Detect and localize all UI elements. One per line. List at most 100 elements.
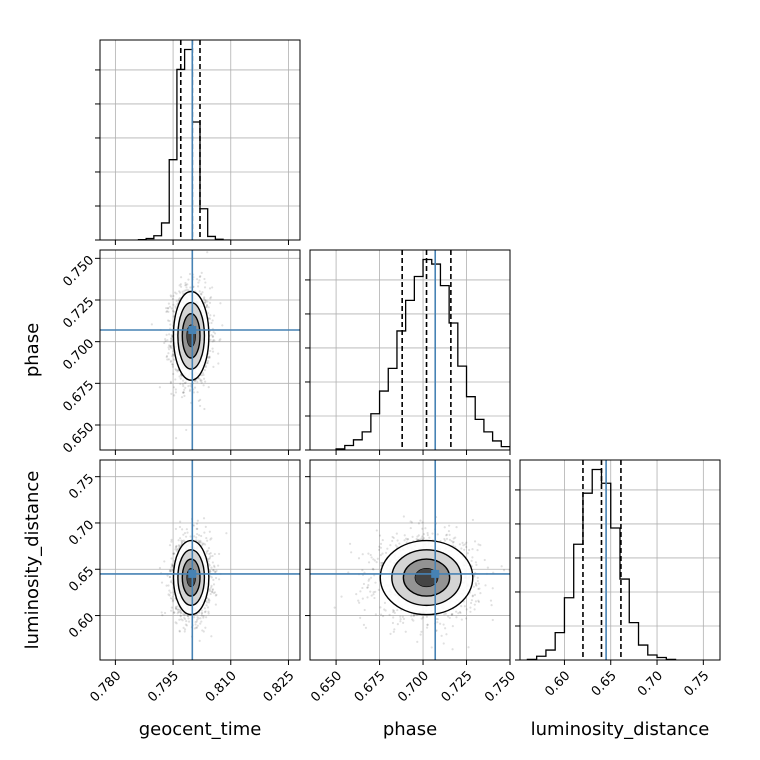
- sample-point: [207, 547, 211, 550]
- sample-point: [181, 528, 184, 531]
- sample-point: [383, 601, 387, 604]
- sample-point: [373, 559, 376, 562]
- sample-point: [167, 310, 170, 314]
- sample-point: [473, 608, 476, 611]
- sample-point: [369, 590, 372, 593]
- sample-point: [170, 346, 173, 350]
- sample-point: [200, 609, 203, 612]
- sample-point: [208, 317, 212, 320]
- sample-point: [169, 569, 173, 572]
- sample-point: [194, 623, 197, 626]
- sample-point: [179, 520, 182, 523]
- sample-point: [211, 340, 214, 343]
- sample-point: [209, 338, 212, 341]
- sample-point: [168, 569, 172, 572]
- sample-point: [417, 522, 421, 525]
- sample-point: [177, 608, 180, 611]
- sample-point: [174, 305, 177, 308]
- sample-point: [196, 616, 199, 619]
- sample-point: [399, 615, 402, 618]
- sample-point: [182, 612, 185, 616]
- sample-point: [183, 388, 186, 391]
- sample-point: [172, 611, 176, 614]
- sample-point: [167, 352, 170, 355]
- sample-point: [186, 288, 189, 291]
- sample-point: [178, 296, 181, 300]
- sample-point: [200, 271, 203, 274]
- sample-point: [208, 552, 211, 556]
- sample-point: [199, 398, 202, 401]
- sample-point: [166, 310, 169, 313]
- sample-point: [376, 557, 379, 560]
- sample-point: [443, 539, 447, 542]
- sample-point: [491, 587, 494, 590]
- sample-point: [176, 612, 179, 615]
- sample-point: [446, 615, 450, 618]
- sample-point: [435, 629, 438, 632]
- sample-point: [169, 591, 172, 594]
- sample-point: [377, 548, 381, 551]
- sample-point: [450, 613, 453, 616]
- sample-point: [411, 618, 414, 621]
- sample-point: [405, 537, 408, 540]
- sample-point: [207, 610, 210, 613]
- sample-point: [203, 299, 207, 302]
- sample-point: [185, 528, 188, 531]
- sample-point: [198, 275, 201, 279]
- sample-point: [452, 540, 455, 543]
- sample-point: [476, 576, 479, 579]
- sample-point: [182, 533, 185, 536]
- sample-point: [167, 358, 171, 361]
- sample-point: [187, 385, 190, 388]
- sample-point: [167, 593, 170, 596]
- sample-point: [167, 319, 170, 322]
- sample-point: [399, 617, 402, 621]
- sample-point: [173, 611, 176, 614]
- sample-point: [150, 323, 153, 326]
- sample-point: [171, 564, 174, 567]
- sample-point: [167, 584, 170, 587]
- sample-point: [180, 396, 184, 399]
- sample-point: [201, 542, 204, 546]
- sample-point: [175, 292, 178, 295]
- sample-point: [392, 608, 395, 612]
- sample-point: [203, 286, 207, 289]
- sample-point: [194, 380, 197, 383]
- sample-point: [206, 549, 209, 552]
- sample-point: [163, 611, 167, 615]
- sample-point: [202, 517, 206, 520]
- sample-point: [168, 576, 172, 579]
- sample-point: [211, 561, 214, 564]
- sample-point: [202, 630, 205, 633]
- sample-point: [168, 333, 171, 336]
- sample-point: [198, 279, 201, 282]
- sample-point: [176, 608, 179, 611]
- sample-point: [161, 614, 164, 617]
- sample-point: [207, 316, 210, 320]
- sample-point: [445, 537, 449, 540]
- sample-point: [173, 358, 176, 361]
- sample-point: [370, 594, 373, 597]
- sample-point: [462, 544, 465, 547]
- sample-point: [210, 334, 213, 337]
- sample-point: [177, 298, 180, 301]
- sample-point: [479, 592, 482, 595]
- sample-point: [189, 535, 192, 538]
- sample-point: [209, 570, 212, 573]
- sample-point: [183, 394, 186, 397]
- sample-point: [184, 381, 187, 384]
- sample-point: [203, 611, 207, 614]
- sample-point: [175, 607, 178, 611]
- sample-point: [202, 542, 205, 545]
- sample-point: [204, 301, 207, 304]
- sample-point: [194, 621, 197, 624]
- sample-point: [170, 606, 173, 609]
- sample-point: [469, 610, 472, 613]
- sample-point: [204, 365, 208, 369]
- sample-point: [204, 626, 207, 629]
- sample-point: [206, 359, 210, 363]
- sample-point: [168, 575, 171, 579]
- sample-point: [180, 539, 183, 542]
- sample-point: [208, 356, 211, 359]
- sample-point: [396, 545, 399, 548]
